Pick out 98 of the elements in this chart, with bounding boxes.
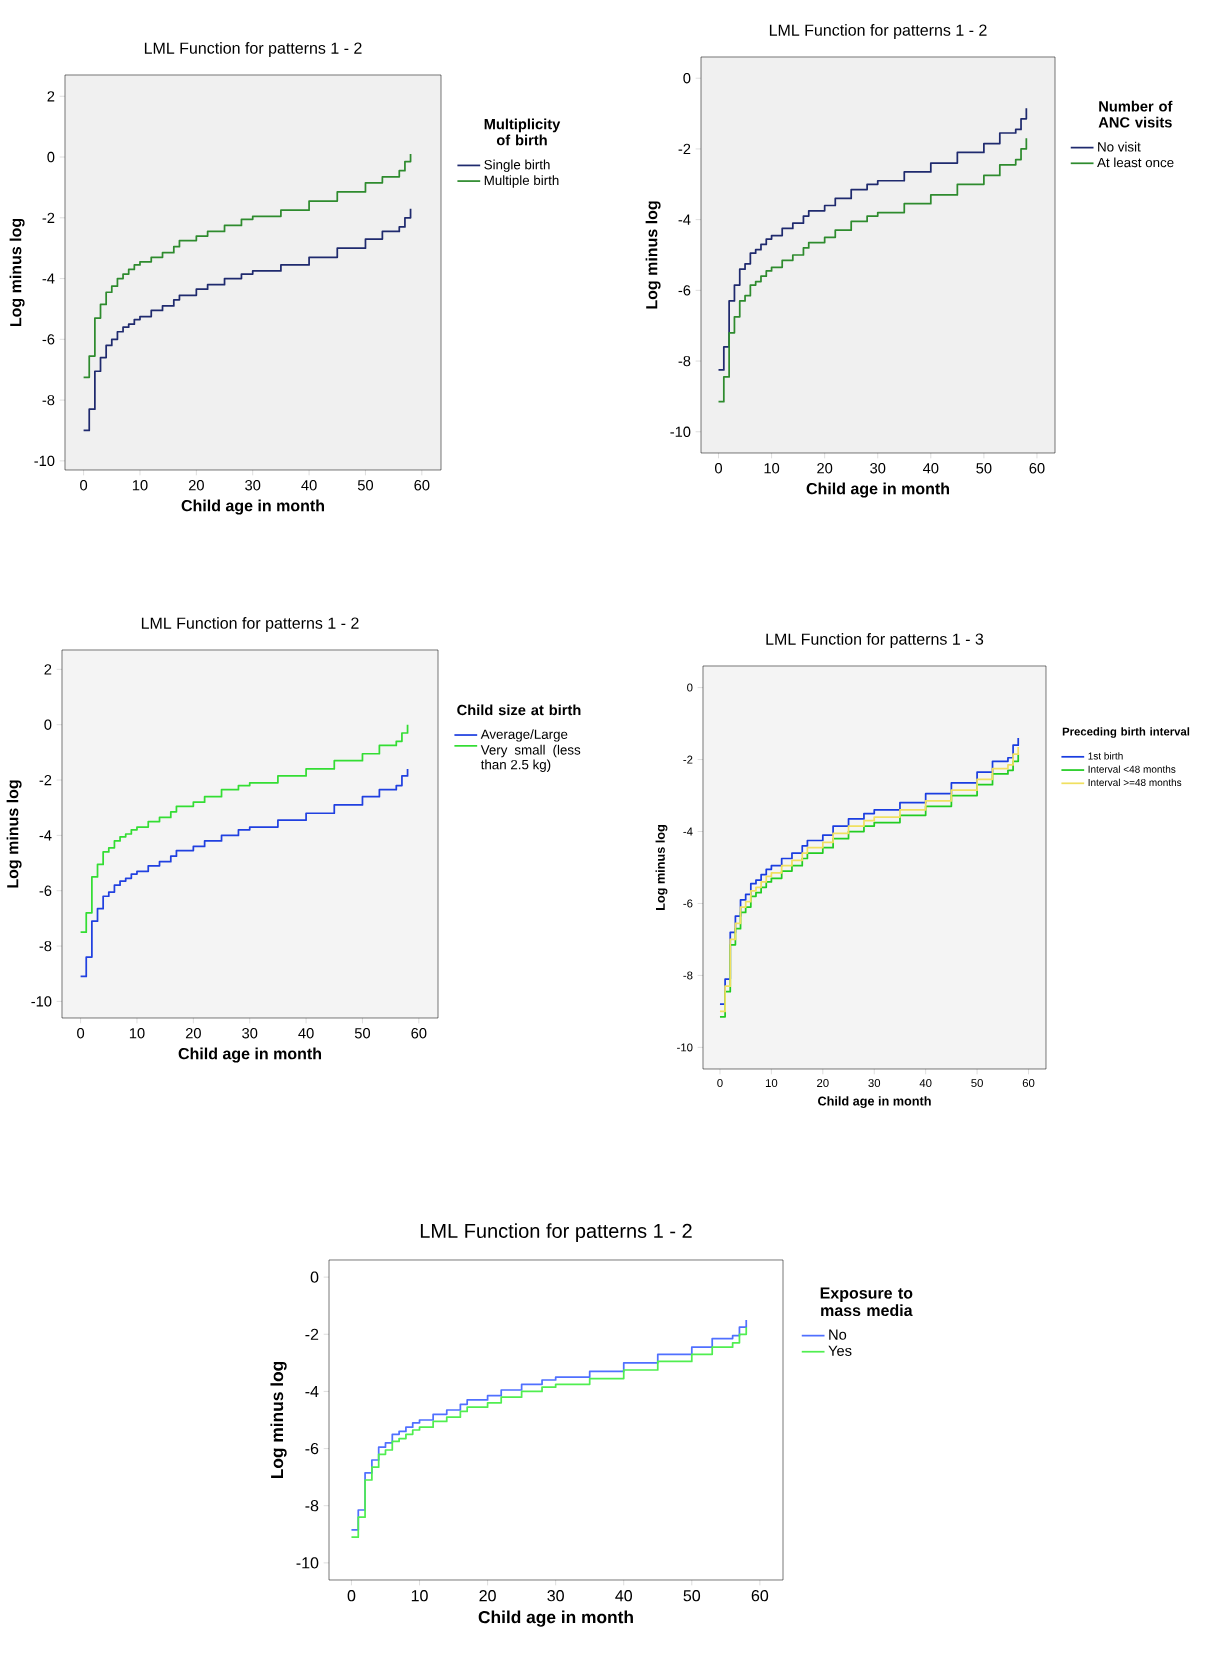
- y-tick-label: 0: [44, 719, 52, 730]
- x-tick-label: 50: [971, 1079, 984, 1088]
- legend-label: Interval <48 months: [1088, 765, 1176, 773]
- legend-label: Interval >=48 months: [1088, 778, 1182, 787]
- y-tick-label: -6: [678, 285, 691, 296]
- legend-label: Yes: [828, 1345, 852, 1356]
- x-tick-label: 60: [751, 1590, 769, 1602]
- x-tick-label: 60: [414, 480, 430, 491]
- y-tick-label: -4: [678, 214, 691, 225]
- y-axis-title: Log minus log: [9, 218, 25, 327]
- legend-label: Average/Large: [480, 729, 568, 742]
- y-tick-label: -6: [305, 1442, 319, 1455]
- y-tick-label: 2: [47, 91, 55, 102]
- x-tick-label: 20: [186, 1028, 202, 1039]
- x-tick-label: 10: [766, 1079, 778, 1088]
- y-tick-label: -2: [683, 755, 693, 764]
- chart-title: LML Function for patterns 1 - 2: [142, 617, 359, 632]
- y-tick-label: -4: [42, 273, 55, 284]
- legend-label: Very small (less than 2.5 kg): [480, 744, 581, 772]
- legend-title: Exposure to mass media: [820, 1287, 913, 1317]
- chart-title: LML Function for patterns 1 - 3: [766, 633, 984, 648]
- x-tick-label: 10: [411, 1590, 428, 1602]
- x-tick-label: 40: [923, 463, 939, 474]
- legend-label: Multiple birth: [484, 175, 559, 188]
- chart-title: LML Function for patterns 1 - 2: [145, 42, 362, 57]
- y-tick-label: -6: [39, 885, 52, 896]
- x-axis-title: Child age in month: [478, 1610, 634, 1627]
- x-tick-label: 50: [683, 1590, 701, 1602]
- x-tick-label: 20: [817, 1079, 829, 1088]
- y-tick-label: -8: [305, 1500, 319, 1512]
- x-tick-label: 20: [189, 480, 205, 491]
- y-tick-label: -8: [42, 394, 55, 406]
- y-tick-label: -2: [678, 143, 691, 155]
- x-tick-label: 50: [355, 1028, 371, 1039]
- y-tick-label: 0: [310, 1271, 319, 1283]
- legend-label: Single birth: [484, 159, 550, 173]
- y-tick-label: -8: [39, 940, 52, 952]
- x-tick-label: 40: [298, 1028, 314, 1039]
- y-axis-title: Log minus log: [6, 780, 22, 888]
- x-tick-label: 0: [80, 480, 88, 491]
- x-tick-label: 10: [130, 1028, 145, 1039]
- x-tick-label: 50: [976, 463, 992, 474]
- y-tick-label: 0: [687, 683, 693, 692]
- y-tick-label: -10: [670, 426, 691, 437]
- y-tick-label: -10: [296, 1557, 319, 1569]
- x-tick-label: 40: [919, 1079, 932, 1088]
- x-axis-title: Child age in month: [178, 1047, 322, 1063]
- y-tick-label: -10: [34, 455, 55, 467]
- y-tick-label: -2: [42, 212, 55, 223]
- y-axis-title: Log minus log: [645, 201, 661, 309]
- legend-title: Number of ANC visits: [1098, 100, 1173, 128]
- y-tick-label: 0: [47, 151, 55, 163]
- y-tick-label: 2: [44, 664, 52, 675]
- chart-title: LML Function for patterns 1 - 2: [421, 1223, 692, 1242]
- x-tick-label: 40: [301, 480, 317, 491]
- x-tick-label: 0: [77, 1028, 85, 1039]
- y-tick-label: -8: [678, 355, 691, 367]
- y-tick-label: -6: [42, 334, 55, 345]
- x-axis-title: Child age in month: [181, 499, 325, 515]
- legend-title: Multiplicity of birth: [484, 118, 561, 146]
- x-tick-label: 20: [479, 1590, 496, 1602]
- y-tick-label: -2: [39, 774, 52, 786]
- chart-title: LML Function for patterns 1 - 2: [770, 24, 987, 39]
- x-tick-label: 50: [358, 480, 374, 491]
- y-tick-label: -6: [683, 899, 693, 908]
- y-tick-label: -4: [305, 1385, 319, 1397]
- y-axis-title: Log minus log: [270, 1361, 287, 1479]
- x-tick-label: 60: [1029, 463, 1045, 474]
- y-tick-label: -10: [31, 996, 52, 1007]
- x-tick-label: 0: [715, 463, 723, 474]
- x-tick-label: 10: [133, 480, 148, 491]
- x-axis-title: Child age in month: [818, 1096, 931, 1109]
- legend-title: Preceding birth interval: [1062, 727, 1190, 738]
- y-tick-label: -8: [683, 971, 693, 980]
- x-tick-label: 30: [868, 1079, 881, 1088]
- x-tick-label: 20: [817, 463, 833, 474]
- x-tick-label: 0: [347, 1590, 356, 1602]
- y-tick-label: -10: [677, 1043, 693, 1052]
- y-tick-label: 0: [683, 73, 691, 84]
- legend-label: At least once: [1097, 157, 1174, 168]
- y-tick-label: -4: [683, 827, 693, 836]
- y-tick-label: -4: [39, 830, 52, 841]
- x-axis-title: Child age in month: [806, 482, 950, 498]
- x-tick-label: 30: [547, 1590, 565, 1602]
- x-tick-label: 60: [411, 1028, 427, 1039]
- legend-label: No: [829, 1329, 847, 1340]
- x-tick-label: 30: [870, 463, 886, 474]
- x-tick-label: 30: [245, 480, 261, 491]
- legend-title: Child size at birth: [457, 704, 581, 716]
- x-tick-label: 30: [242, 1028, 258, 1039]
- x-tick-label: 60: [1022, 1079, 1035, 1088]
- x-tick-label: 40: [615, 1590, 633, 1602]
- y-tick-label: -2: [305, 1328, 319, 1340]
- x-tick-label: 10: [764, 463, 780, 474]
- legend-label: No visit: [1098, 141, 1141, 152]
- x-tick-label: 0: [717, 1079, 723, 1088]
- legend-label: 1st birth: [1088, 752, 1123, 760]
- y-axis-title: Log minus log: [655, 825, 668, 910]
